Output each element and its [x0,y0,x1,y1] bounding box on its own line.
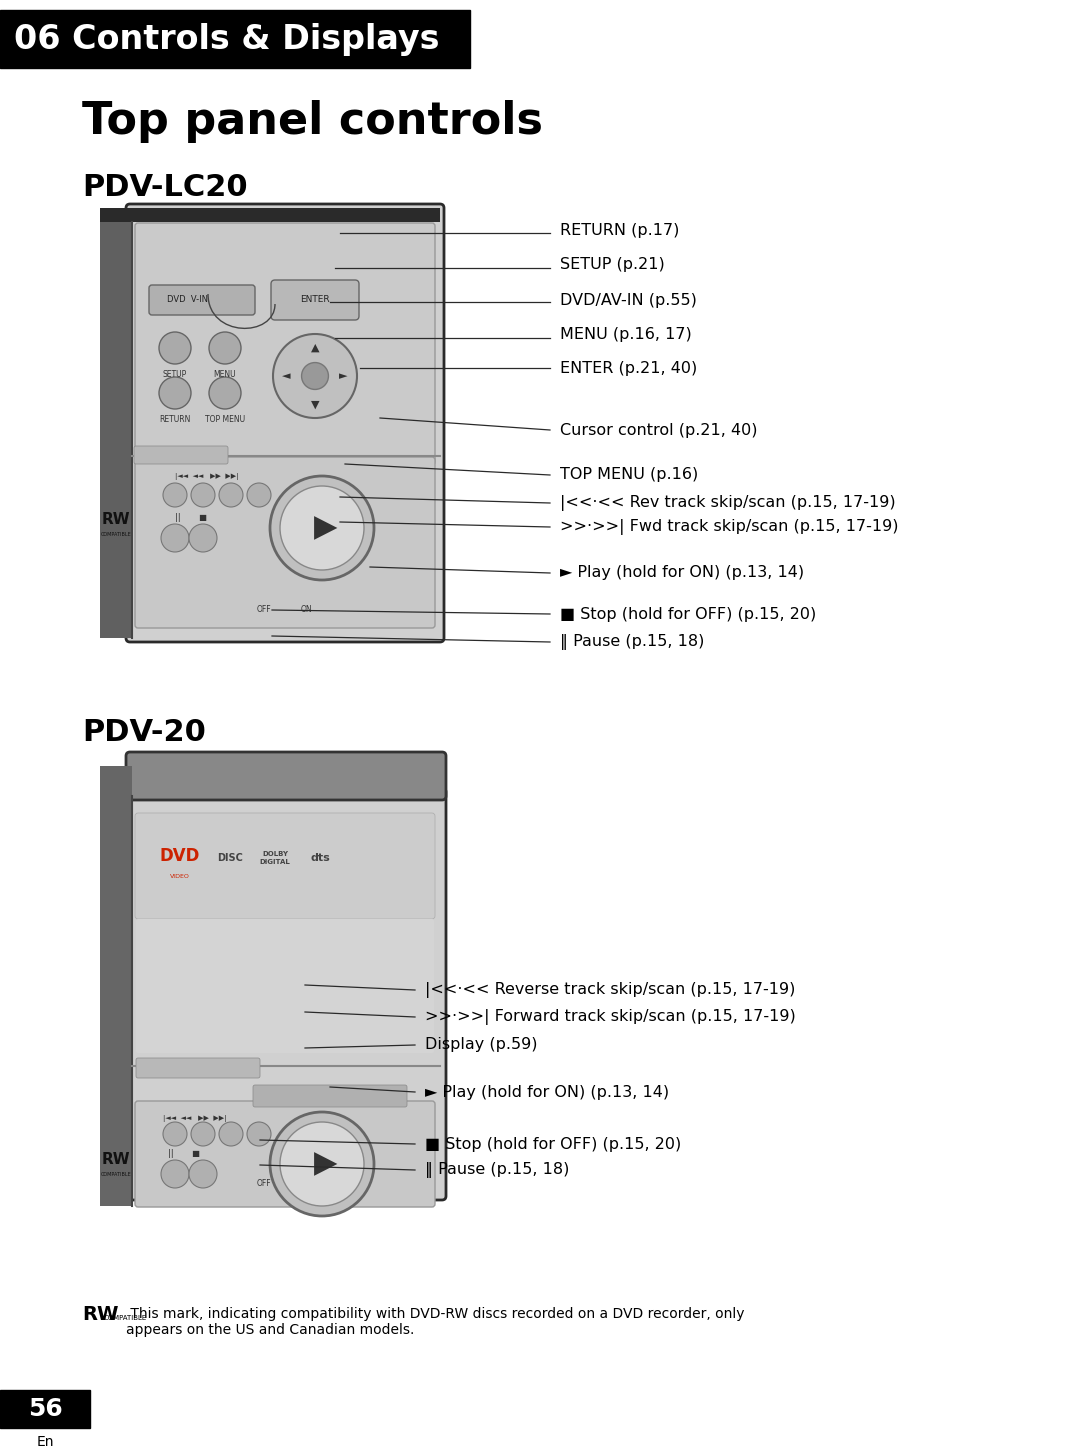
Text: ■ Stop (hold for OFF) (p.15, 20): ■ Stop (hold for OFF) (p.15, 20) [426,1137,681,1151]
Text: RW: RW [82,1305,119,1323]
Text: Display (p.59): Display (p.59) [426,1038,538,1053]
Text: RETURN: RETURN [160,416,191,424]
FancyBboxPatch shape [126,204,444,641]
Circle shape [159,332,191,363]
Text: COMPATIBLE: COMPATIBLE [104,1315,147,1321]
Text: RETURN (p.17): RETURN (p.17) [561,223,679,237]
Text: ON: ON [300,605,312,614]
FancyBboxPatch shape [149,285,255,316]
Text: ▶: ▶ [314,1150,338,1179]
Circle shape [270,476,374,581]
Circle shape [159,376,191,408]
Text: OFF: OFF [257,1180,271,1189]
Text: ‖ Pause (p.15, 18): ‖ Pause (p.15, 18) [426,1161,569,1179]
Text: Top panel controls: Top panel controls [82,100,543,143]
Text: ||       ■: || ■ [175,514,207,523]
Circle shape [163,484,187,507]
Text: SETUP: SETUP [163,371,187,379]
Text: ▼: ▼ [311,400,320,410]
Text: En: En [37,1435,54,1448]
FancyBboxPatch shape [135,1100,435,1208]
Text: COMPATIBLE: COMPATIBLE [100,1171,132,1176]
Bar [100,216,132,639]
Circle shape [219,484,243,507]
Circle shape [191,1122,215,1145]
Circle shape [280,487,364,571]
Circle shape [161,524,189,552]
Circle shape [247,1122,271,1145]
FancyBboxPatch shape [126,788,446,1200]
Bar [100,209,440,222]
Text: dts: dts [310,853,329,863]
Text: COMPATIBLE: COMPATIBLE [100,531,132,537]
Circle shape [210,332,241,363]
Circle shape [273,334,357,418]
Text: TOP MENU (p.16): TOP MENU (p.16) [561,468,699,482]
Text: >>·>>| Fwd track skip/scan (p.15, 17-19): >>·>>| Fwd track skip/scan (p.15, 17-19) [561,518,899,534]
Text: ►: ► [339,371,348,381]
Text: |<<·<< Rev track skip/scan (p.15, 17-19): |<<·<< Rev track skip/scan (p.15, 17-19) [561,495,895,511]
FancyBboxPatch shape [136,919,434,1053]
Circle shape [270,1112,374,1216]
FancyBboxPatch shape [135,458,435,628]
Text: 06 Controls & Displays: 06 Controls & Displays [14,23,440,55]
Text: PDV-LC20: PDV-LC20 [82,172,247,203]
Text: ◄: ◄ [282,371,291,381]
Text: VIDEO: VIDEO [170,875,190,879]
Circle shape [219,1122,243,1145]
Circle shape [280,1122,364,1206]
Text: ▲: ▲ [311,342,320,352]
Circle shape [189,524,217,552]
Text: ENTER (p.21, 40): ENTER (p.21, 40) [561,361,698,375]
Text: |◄◄  ◄◄   ▶▶  ▶▶|: |◄◄ ◄◄ ▶▶ ▶▶| [175,473,239,481]
Text: ► Play (hold for ON) (p.13, 14): ► Play (hold for ON) (p.13, 14) [561,566,805,581]
Bar [100,766,132,1206]
Text: This mark, indicating compatibility with DVD-RW discs recorded on a DVD recorder: This mark, indicating compatibility with… [126,1308,744,1337]
Text: DVD/AV-IN (p.55): DVD/AV-IN (p.55) [561,292,697,307]
Text: OFF: OFF [257,605,271,614]
Circle shape [161,1160,189,1187]
Circle shape [210,376,241,408]
Text: DISC: DISC [217,853,243,863]
Text: PDV-20: PDV-20 [82,718,206,747]
Circle shape [163,1122,187,1145]
Text: Cursor control (p.21, 40): Cursor control (p.21, 40) [561,423,757,437]
Text: RW: RW [102,513,131,527]
Text: |◄◄  ◄◄   ▶▶  ▶▶|: |◄◄ ◄◄ ▶▶ ▶▶| [163,1115,227,1122]
Text: ■ Stop (hold for OFF) (p.15, 20): ■ Stop (hold for OFF) (p.15, 20) [561,607,816,621]
FancyBboxPatch shape [126,752,446,799]
Text: DVD  V-IN: DVD V-IN [167,295,208,304]
FancyBboxPatch shape [135,812,435,919]
Text: ||       ■: || ■ [168,1150,200,1158]
Text: DVD: DVD [160,847,200,864]
Text: ON: ON [298,1180,310,1189]
Circle shape [247,484,271,507]
Text: ► Play (hold for ON) (p.13, 14): ► Play (hold for ON) (p.13, 14) [426,1085,670,1099]
FancyBboxPatch shape [135,223,435,465]
Text: ENTER: ENTER [300,295,329,304]
Text: RW: RW [102,1151,131,1167]
Text: 56: 56 [28,1397,63,1420]
FancyBboxPatch shape [271,279,359,320]
Text: ▶: ▶ [314,514,338,543]
Bar [0,1390,90,1428]
Text: ‖ Pause (p.15, 18): ‖ Pause (p.15, 18) [561,634,704,650]
Circle shape [301,362,328,390]
Text: MENU: MENU [214,371,237,379]
Text: SETUP (p.21): SETUP (p.21) [561,258,665,272]
FancyBboxPatch shape [136,1058,260,1077]
Text: DOLBY
DIGITAL: DOLBY DIGITAL [259,851,291,864]
Text: >>·>>| Forward track skip/scan (p.15, 17-19): >>·>>| Forward track skip/scan (p.15, 17… [426,1009,796,1025]
Bar [0,10,470,68]
FancyBboxPatch shape [253,1085,407,1108]
Text: TOP MENU: TOP MENU [205,416,245,424]
Circle shape [189,1160,217,1187]
FancyBboxPatch shape [134,446,228,463]
Circle shape [191,484,215,507]
Text: MENU (p.16, 17): MENU (p.16, 17) [561,327,692,343]
Text: |<<·<< Reverse track skip/scan (p.15, 17-19): |<<·<< Reverse track skip/scan (p.15, 17… [426,982,795,998]
